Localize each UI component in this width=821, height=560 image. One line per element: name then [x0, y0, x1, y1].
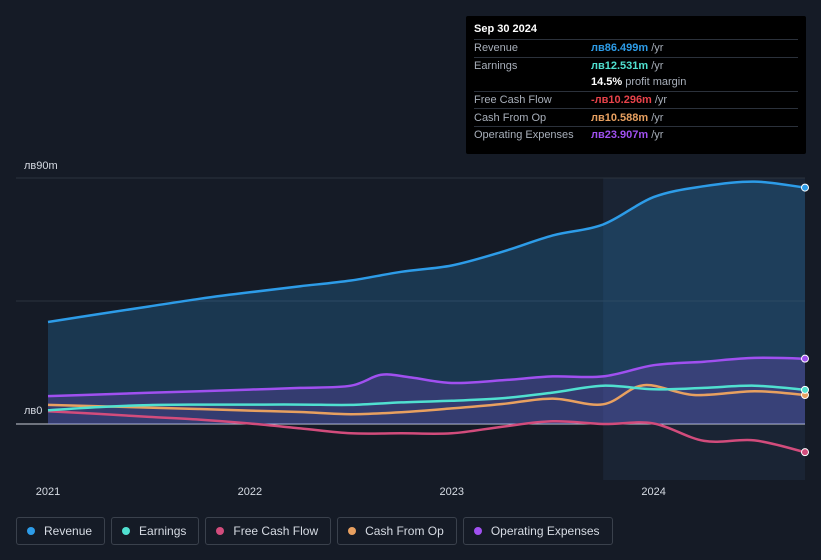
- series-line-free-cash-flow: [47, 409, 806, 454]
- tooltip-label: Operating Expenses: [474, 129, 574, 142]
- y-tick-label: лв90m: [24, 160, 58, 172]
- tooltip-unit: /yr: [651, 59, 664, 72]
- tooltip-unit: /yr: [651, 129, 664, 142]
- series-line-revenue: [47, 180, 806, 324]
- series-line-operating-expenses: [47, 356, 806, 398]
- legend-label: Earnings: [139, 524, 187, 538]
- tooltip-row-free-cash-flow: Free Cash Flow -лв10.296m /yr: [474, 90, 798, 109]
- tooltip-value: лв10.588m: [591, 111, 649, 124]
- legend-label: Operating Expenses: [490, 524, 600, 538]
- tooltip-unit: /yr: [651, 111, 664, 124]
- x-tick-label: 2021: [36, 486, 60, 498]
- legend-dot-icon: [473, 527, 482, 535]
- legend-dot-icon: [216, 527, 225, 535]
- legend: Revenue Earnings Free Cash Flow Cash Fro…: [16, 517, 613, 547]
- tooltip-label: Earnings: [474, 59, 518, 72]
- tooltip-row-cash-from-op: Cash From Op лв10.588m /yr: [474, 108, 798, 126]
- tooltip-label: Revenue: [474, 42, 519, 55]
- y-tick-label: лв0: [24, 405, 42, 417]
- tooltip-panel: Sep 30 2024 Revenue лв86.499m /yr Earnin…: [466, 16, 806, 154]
- legend-item-earnings[interactable]: Earnings: [111, 517, 200, 545]
- series-line-earnings: [47, 384, 806, 412]
- tooltip-label: Free Cash Flow: [474, 94, 552, 107]
- tooltip-value: 14.5%: [591, 76, 623, 89]
- legend-label: Revenue: [44, 524, 93, 538]
- x-tick-label: 2022: [238, 486, 262, 498]
- legend-item-revenue[interactable]: Revenue: [16, 517, 106, 545]
- tooltip-row-revenue: Revenue лв86.499m /yr: [474, 39, 798, 57]
- x-tick-label: 2024: [641, 486, 665, 498]
- legend-dot-icon: [27, 527, 35, 535]
- tooltip-value: лв86.499m: [591, 42, 649, 55]
- x-tick-label: 2023: [439, 486, 463, 498]
- legend-item-cash-from-op[interactable]: Cash From Op: [337, 517, 457, 545]
- highlight-region: [603, 178, 805, 480]
- tooltip-label: Cash From Op: [474, 111, 547, 124]
- legend-dot-icon: [122, 527, 131, 535]
- tooltip-unit: /yr: [654, 94, 668, 107]
- series-area-revenue: [48, 181, 805, 424]
- tooltip-row-earnings: Earnings лв12.531m /yr: [474, 56, 798, 75]
- series-end-marker-revenue: [801, 183, 809, 192]
- tooltip-row-profit-margin: 14.5% profit margin: [474, 74, 798, 91]
- tooltip-row-operating-expenses: Operating Expenses лв23.907m /yr: [474, 125, 798, 144]
- tooltip-date: Sep 30 2024: [474, 23, 537, 35]
- legend-label: Free Cash Flow: [233, 524, 319, 538]
- legend-label: Cash From Op: [365, 524, 444, 538]
- series-end-marker-operating-expenses: [801, 354, 809, 363]
- tooltip-value: лв23.907m: [591, 129, 649, 142]
- tooltip-value: -лв10.296m: [591, 94, 652, 107]
- series-end-marker-earnings: [801, 385, 809, 394]
- legend-item-operating-expenses[interactable]: Operating Expenses: [462, 517, 613, 545]
- legend-dot-icon: [348, 527, 357, 535]
- tooltip-unit: /yr: [651, 42, 664, 55]
- tooltip-unit: profit margin: [625, 76, 687, 89]
- series-end-marker-free-cash-flow: [801, 448, 809, 457]
- legend-item-free-cash-flow[interactable]: Free Cash Flow: [205, 517, 332, 545]
- tooltip-value: лв12.531m: [591, 59, 649, 72]
